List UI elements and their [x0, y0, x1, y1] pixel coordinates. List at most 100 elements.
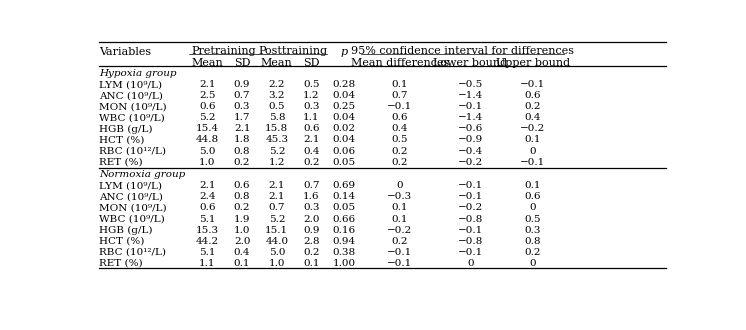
Text: 0.16: 0.16	[333, 226, 356, 235]
Text: 1.9: 1.9	[234, 214, 251, 223]
Text: −0.5: −0.5	[457, 80, 483, 89]
Text: Mean differences: Mean differences	[351, 58, 449, 68]
Text: 0.1: 0.1	[524, 182, 541, 190]
Text: 0.7: 0.7	[392, 91, 408, 100]
Text: WBC (10⁹/L): WBC (10⁹/L)	[99, 114, 165, 122]
Text: 0.8: 0.8	[234, 147, 251, 155]
Text: 2.8: 2.8	[304, 237, 320, 246]
Text: −0.1: −0.1	[457, 102, 483, 111]
Text: 2.4: 2.4	[199, 192, 216, 201]
Text: 0.6: 0.6	[392, 114, 408, 122]
Text: 2.1: 2.1	[234, 124, 251, 133]
Text: 5.1: 5.1	[199, 214, 216, 223]
Text: LYM (10⁹/L): LYM (10⁹/L)	[99, 182, 162, 190]
Text: 95% confidence interval for differences: 95% confidence interval for differences	[351, 46, 574, 56]
Text: 5.1: 5.1	[199, 248, 216, 257]
Text: −0.3: −0.3	[387, 192, 413, 201]
Text: 1.2: 1.2	[269, 158, 285, 167]
Text: 0.1: 0.1	[392, 80, 408, 89]
Text: 0: 0	[467, 259, 474, 268]
Text: 0.2: 0.2	[304, 158, 320, 167]
Text: 0.8: 0.8	[234, 192, 251, 201]
Text: 0.2: 0.2	[524, 102, 541, 111]
Text: 15.1: 15.1	[266, 226, 289, 235]
Text: 0.1: 0.1	[392, 204, 408, 213]
Text: 0.4: 0.4	[304, 147, 320, 155]
Text: 0.6: 0.6	[524, 91, 541, 100]
Text: 1.6: 1.6	[304, 192, 320, 201]
Text: Normoxia group: Normoxia group	[99, 170, 185, 179]
Text: Lower bound: Lower bound	[433, 58, 507, 68]
Text: SD: SD	[304, 58, 320, 68]
Text: −0.8: −0.8	[457, 214, 483, 223]
Text: 0.9: 0.9	[304, 226, 320, 235]
Text: −0.2: −0.2	[387, 226, 413, 235]
Text: 0.6: 0.6	[199, 102, 216, 111]
Text: 5.8: 5.8	[269, 114, 285, 122]
Text: 0.6: 0.6	[199, 204, 216, 213]
Text: 0: 0	[397, 182, 404, 190]
Text: −0.1: −0.1	[457, 226, 483, 235]
Text: 0.2: 0.2	[392, 158, 408, 167]
Text: 2.5: 2.5	[199, 91, 216, 100]
Text: Pretraining: Pretraining	[191, 46, 256, 56]
Text: −0.6: −0.6	[457, 124, 483, 133]
Text: 2.0: 2.0	[234, 237, 251, 246]
Text: 0.4: 0.4	[234, 248, 251, 257]
Text: 1.8: 1.8	[234, 136, 251, 145]
Text: Mean: Mean	[261, 58, 292, 68]
Text: 45.3: 45.3	[266, 136, 289, 145]
Text: Mean: Mean	[192, 58, 223, 68]
Text: −0.2: −0.2	[457, 204, 483, 213]
Text: 2.2: 2.2	[269, 80, 285, 89]
Text: −0.2: −0.2	[520, 124, 545, 133]
Text: 0.25: 0.25	[333, 102, 356, 111]
Text: −0.1: −0.1	[520, 158, 545, 167]
Text: 2.1: 2.1	[269, 192, 285, 201]
Text: 1.0: 1.0	[234, 226, 251, 235]
Text: 0.2: 0.2	[234, 158, 251, 167]
Text: 2.1: 2.1	[304, 136, 320, 145]
Text: 44.2: 44.2	[196, 237, 219, 246]
Text: 0.9: 0.9	[234, 80, 251, 89]
Text: RBC (10¹²/L): RBC (10¹²/L)	[99, 248, 166, 257]
Text: 0.69: 0.69	[333, 182, 356, 190]
Text: −1.4: −1.4	[457, 114, 483, 122]
Text: 0.3: 0.3	[304, 102, 320, 111]
Text: HCT (%): HCT (%)	[99, 136, 145, 145]
Text: HGB (g/L): HGB (g/L)	[99, 124, 152, 134]
Text: 0.66: 0.66	[333, 214, 356, 223]
Text: 0.6: 0.6	[304, 124, 320, 133]
Text: 0.1: 0.1	[304, 259, 320, 268]
Text: 5.2: 5.2	[199, 114, 216, 122]
Text: 0.5: 0.5	[392, 136, 408, 145]
Text: 1.00: 1.00	[333, 259, 356, 268]
Text: Hypoxia group: Hypoxia group	[99, 69, 177, 78]
Text: −1.4: −1.4	[457, 91, 483, 100]
Text: 5.0: 5.0	[269, 248, 285, 257]
Text: −0.1: −0.1	[457, 248, 483, 257]
Text: −0.1: −0.1	[387, 248, 413, 257]
Text: 0.04: 0.04	[333, 91, 356, 100]
Text: HCT (%): HCT (%)	[99, 237, 145, 246]
Text: 5.0: 5.0	[199, 147, 216, 155]
Text: MON (10⁹/L): MON (10⁹/L)	[99, 102, 166, 111]
Text: 0.3: 0.3	[234, 102, 251, 111]
Text: 0.04: 0.04	[333, 114, 356, 122]
Text: 15.3: 15.3	[196, 226, 219, 235]
Text: −0.4: −0.4	[457, 147, 483, 155]
Text: 44.8: 44.8	[196, 136, 219, 145]
Text: 0.28: 0.28	[333, 80, 356, 89]
Text: 0.4: 0.4	[524, 114, 541, 122]
Text: 15.8: 15.8	[266, 124, 289, 133]
Text: 1.2: 1.2	[304, 91, 320, 100]
Text: 0.05: 0.05	[333, 158, 356, 167]
Text: 0.14: 0.14	[333, 192, 356, 201]
Text: 0.2: 0.2	[392, 237, 408, 246]
Text: −0.1: −0.1	[457, 182, 483, 190]
Text: 0.1: 0.1	[392, 214, 408, 223]
Text: RBC (10¹²/L): RBC (10¹²/L)	[99, 147, 166, 155]
Text: 0.04: 0.04	[333, 136, 356, 145]
Text: 0.1: 0.1	[234, 259, 251, 268]
Text: 0.38: 0.38	[333, 248, 356, 257]
